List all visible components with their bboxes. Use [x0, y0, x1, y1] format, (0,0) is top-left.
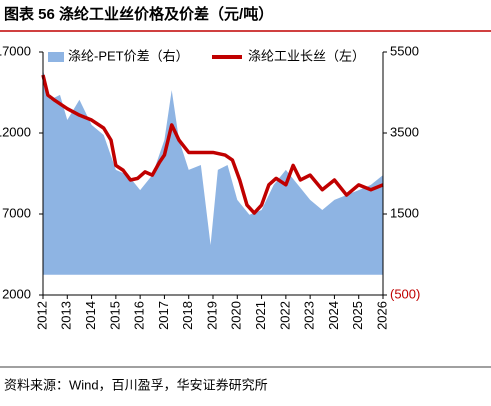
x-tick-label: 2022: [277, 301, 292, 330]
x-tick-label: 2014: [83, 301, 98, 330]
source: 资料来源：Wind，百川盈孚，华安证券研究所: [4, 377, 268, 392]
plot-area: [41, 69, 384, 275]
x-tick-label: 2023: [302, 301, 317, 330]
x-tick-label: 2016: [132, 301, 147, 330]
x-tick-label: 2017: [156, 301, 171, 330]
y2-tick-label: 1500: [390, 205, 419, 220]
x-tick-label: 2012: [34, 301, 49, 330]
chart-title: 图表 56 涤纶工业丝价格及价差（元/吨）: [4, 5, 273, 23]
x-tick-label: 2019: [204, 301, 219, 330]
legend-swatch: [48, 52, 64, 62]
y2-tick-label: (500): [390, 286, 420, 301]
x-tick-label: 2024: [326, 301, 341, 330]
legend-label: 涤纶-PET价差（右）: [68, 48, 189, 63]
x-tick-label: 2013: [59, 301, 74, 330]
x-tick-label: 2026: [374, 301, 389, 330]
area: [43, 69, 383, 275]
legend-label: 涤纶工业长丝（左）: [248, 48, 365, 63]
y-tick-label: 7000: [2, 205, 31, 220]
y-tick-label: 12000: [0, 124, 31, 139]
y-tick-label: 17000: [0, 43, 31, 58]
y2-tick-label: 5500: [390, 43, 419, 58]
y2-tick-label: 3500: [390, 124, 419, 139]
x-tick-label: 2021: [253, 301, 268, 330]
line: [41, 74, 384, 215]
x-tick-label: 2015: [107, 301, 122, 330]
x-tick-label: 2018: [180, 301, 195, 330]
x-tick-label: 2020: [229, 301, 244, 330]
x-tick-label: 2025: [350, 301, 365, 330]
y-tick-label: 2000: [2, 286, 31, 301]
